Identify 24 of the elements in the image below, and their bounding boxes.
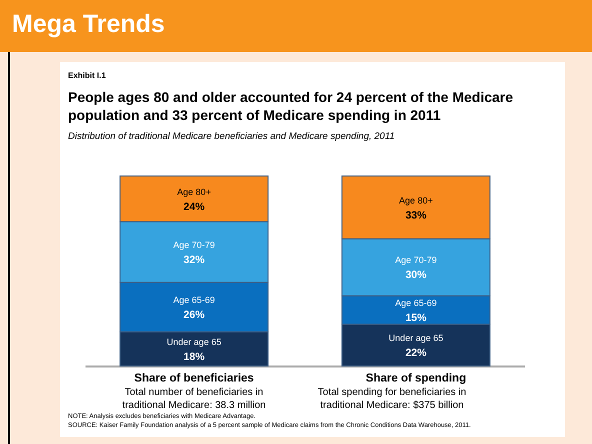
data-label: 33%	[405, 209, 428, 222]
x-tick-label: Share of spending	[366, 372, 466, 384]
x-tick-label: Share of beneficiaries	[134, 372, 254, 384]
series-label: Age 65-69	[395, 298, 437, 308]
chart-title: People ages 80 and older accounted for 24 percent of the Medicare population and 33 percent of Medicare spending in 2011	[68, 88, 514, 124]
text: Total number of beneficiaries in traditional Medicare: 38.3 million	[121, 386, 267, 412]
data-label: 30%	[405, 269, 428, 282]
series-label: Age 80+	[177, 186, 211, 197]
text: Age 70-79	[173, 240, 215, 250]
text: Age 80+	[399, 195, 433, 206]
text: Exhibit I.1	[68, 71, 106, 80]
text: Mega Trends	[12, 10, 165, 39]
text: Under age 65	[388, 333, 444, 344]
data-label: 18%	[184, 350, 206, 363]
chart-subtitle: Distribution of traditional Medicare beneficiaries and Medicare spending, 2011	[68, 131, 395, 142]
data-label: 32%	[184, 254, 206, 266]
data-label: 26%	[184, 309, 206, 322]
series-label: Age 70-79	[395, 255, 437, 266]
data-label: 24%	[184, 200, 206, 213]
text: Age 65-69	[173, 295, 215, 306]
series-label: Under age 65	[166, 336, 222, 347]
text: Total spending for beneficiaries in traditional Medicare: $375 billion	[316, 386, 468, 412]
data-label: 22%	[405, 347, 428, 360]
data-label: 15%	[405, 312, 428, 324]
